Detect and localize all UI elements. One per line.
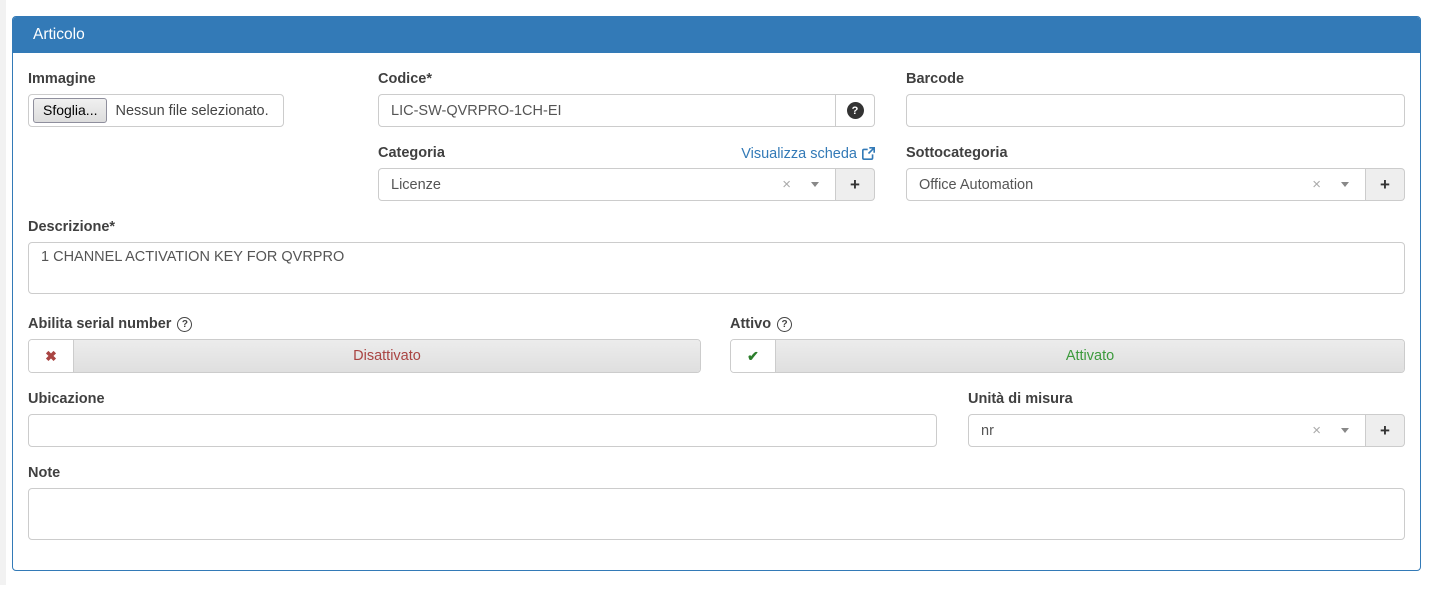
attivo-state-label: Attivato [776, 340, 1404, 372]
abilita-serial-state-label: Disattivato [74, 340, 700, 372]
external-link-icon [862, 147, 875, 160]
unita-add-button[interactable]: + [1366, 414, 1405, 447]
ubicazione-input[interactable] [28, 414, 937, 447]
question-circle-outline-icon[interactable]: ? [177, 317, 193, 332]
plus-icon: + [1380, 421, 1390, 440]
codice-field-group: Codice* ? [378, 71, 875, 127]
codice-input-group: ? [378, 94, 875, 127]
row-ubicazione-unita: Ubicazione Unità di misura nr × + [28, 391, 1405, 447]
chevron-down-icon [1341, 182, 1349, 187]
barcode-input[interactable] [906, 94, 1405, 127]
panel-body: Immagine Sfoglia... Nessun file selezion… [13, 53, 1420, 570]
note-label: Note [28, 465, 61, 481]
cross-icon: ✖ [29, 340, 74, 372]
attivo-field-group: Attivo ? ✔ Attivato [730, 316, 1405, 373]
sottocategoria-select[interactable]: Office Automation × [906, 168, 1366, 201]
visualizza-scheda-link[interactable]: Visualizza scheda [741, 146, 875, 162]
abilita-serial-label: Abilita serial number [28, 316, 172, 332]
categoria-label: Categoria [378, 145, 445, 161]
categoria-input-group: Licenze × + [378, 168, 875, 201]
descrizione-label: Descrizione* [28, 219, 116, 235]
descrizione-field-group: Descrizione* 1 CHANNEL ACTIVATION KEY FO… [28, 219, 1405, 298]
sottocategoria-selected-value: Office Automation [919, 176, 1034, 193]
sottocategoria-input-group: Office Automation × + [906, 168, 1405, 201]
row-toggles: Abilita serial number ? ✖ Disattivato At… [28, 316, 1405, 373]
immagine-file-input[interactable]: Sfoglia... Nessun file selezionato. [28, 94, 284, 127]
clear-icon[interactable]: × [1312, 422, 1321, 439]
plus-icon: + [850, 175, 860, 194]
row-immagine-codice-barcode: Immagine Sfoglia... Nessun file selezion… [28, 71, 1405, 127]
categoria-add-button[interactable]: + [836, 168, 875, 201]
browse-button[interactable]: Sfoglia... [33, 98, 108, 123]
immagine-field-group: Immagine Sfoglia... Nessun file selezion… [28, 71, 378, 127]
codice-help-addon[interactable]: ? [836, 94, 875, 127]
question-circle-outline-icon[interactable]: ? [777, 317, 793, 332]
barcode-label: Barcode [906, 71, 965, 87]
sottocategoria-field-group: Sottocategoria Office Automation × + [906, 145, 1405, 201]
codice-input[interactable] [378, 94, 836, 127]
codice-label: Codice* [378, 71, 432, 87]
question-circle-icon: ? [846, 102, 864, 119]
attivo-toggle[interactable]: ✔ Attivato [730, 339, 1405, 373]
barcode-field-group: Barcode [906, 71, 1405, 127]
ubicazione-label: Ubicazione [28, 391, 105, 407]
abilita-serial-toggle[interactable]: ✖ Disattivato [28, 339, 701, 373]
clear-icon[interactable]: × [1312, 176, 1321, 193]
categoria-select[interactable]: Licenze × [378, 168, 836, 201]
page-edge-strip [0, 0, 6, 585]
unita-input-group: nr × + [968, 414, 1405, 447]
file-status-text: Nessun file selezionato. [115, 102, 269, 119]
categoria-field-group: Categoria Visualizza scheda Licenze × [378, 145, 875, 201]
immagine-label: Immagine [28, 71, 96, 87]
attivo-label: Attivo [730, 316, 772, 332]
note-field-group: Note [28, 465, 1405, 544]
panel-title: Articolo [13, 17, 1420, 53]
chevron-down-icon [1341, 428, 1349, 433]
sottocategoria-label: Sottocategoria [906, 145, 1008, 161]
note-textarea[interactable] [28, 488, 1405, 540]
abilita-serial-field-group: Abilita serial number ? ✖ Disattivato [28, 316, 701, 373]
check-icon: ✔ [731, 340, 776, 372]
clear-icon[interactable]: × [782, 176, 791, 193]
categoria-selected-value: Licenze [391, 176, 441, 193]
sottocategoria-add-button[interactable]: + [1366, 168, 1405, 201]
unita-di-misura-select[interactable]: nr × [968, 414, 1366, 447]
chevron-down-icon [811, 182, 819, 187]
descrizione-textarea[interactable]: 1 CHANNEL ACTIVATION KEY FOR QVRPRO [28, 242, 1405, 294]
unita-selected-value: nr [981, 422, 994, 439]
row-categoria-sottocategoria: Categoria Visualizza scheda Licenze × [28, 145, 1405, 201]
plus-icon: + [1380, 175, 1390, 194]
articolo-panel: Articolo Immagine Sfoglia... Nessun file… [12, 16, 1421, 571]
ubicazione-field-group: Ubicazione [28, 391, 937, 447]
unita-di-misura-field-group: Unità di misura nr × + [968, 391, 1405, 447]
unita-di-misura-label: Unità di misura [968, 391, 1073, 407]
